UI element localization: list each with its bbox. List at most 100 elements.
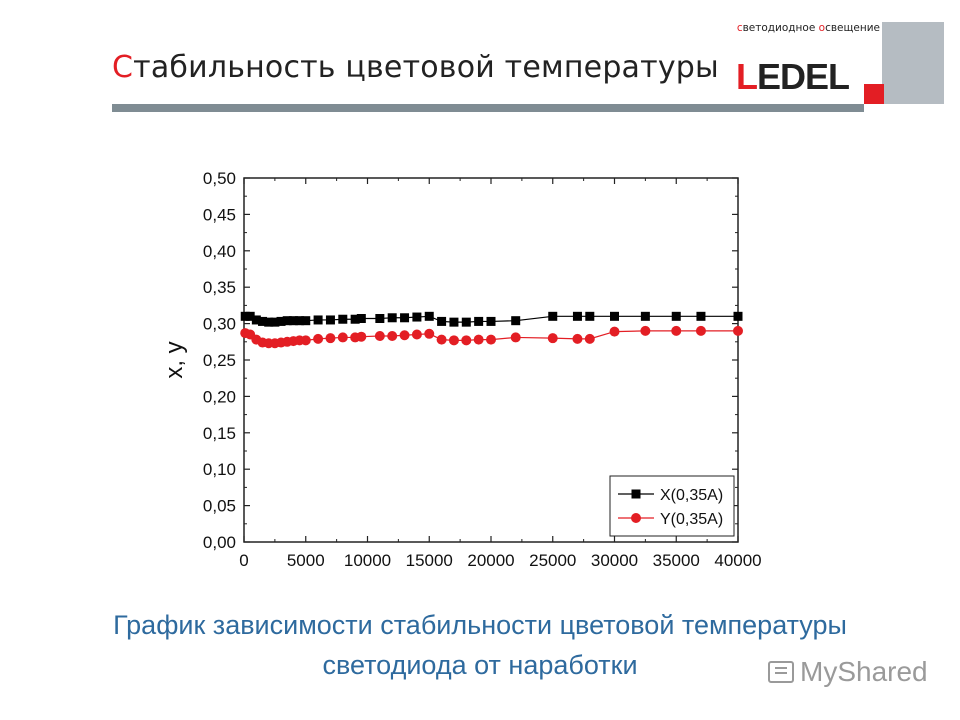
y-series-point: [486, 334, 496, 345]
x-tick-label: 30000: [591, 551, 638, 570]
legend-label-1: X(0,35A): [660, 487, 723, 504]
y-tick-label: 0,00: [203, 533, 236, 552]
logo-tagline: светодиодное освещение: [737, 22, 880, 34]
y-series-point: [436, 334, 447, 345]
x-series-point: [240, 311, 250, 321]
x-series-point: [301, 316, 311, 326]
x-series-point: [486, 316, 496, 326]
x-series-point: [338, 314, 348, 324]
presentation-icon: [768, 661, 794, 683]
logo-tagline-accent-1: с: [736, 22, 743, 34]
y-series-point: [387, 330, 398, 341]
y-tick-label: 0,45: [203, 205, 236, 224]
x-series-point: [270, 317, 280, 327]
x-tick-label: 5000: [287, 551, 325, 570]
x-series-point: [696, 311, 706, 321]
x-series-point: [264, 317, 274, 327]
y-series-point: [399, 330, 410, 341]
y-tick-label: 0,50: [203, 169, 236, 188]
x-series-point: [282, 316, 292, 326]
y-series-point: [313, 333, 324, 344]
y-tick-label: 0,10: [203, 460, 236, 479]
x-series-point: [251, 315, 261, 325]
x-series-point: [585, 311, 595, 321]
y-series-point: [356, 331, 367, 342]
y-series-point: [374, 330, 385, 341]
x-series-point: [276, 316, 286, 326]
x-tick-label: 40000: [714, 551, 761, 570]
x-series-point: [375, 314, 385, 324]
legend-label-2: Y(0,35A): [660, 511, 723, 528]
x-tick-label: 25000: [529, 551, 576, 570]
y-series-point: [325, 333, 336, 344]
x-series-point: [572, 311, 582, 321]
y-tick-label: 0,35: [203, 278, 236, 297]
x-tick-label: 15000: [406, 551, 453, 570]
x-series-point: [245, 311, 255, 321]
logo-tagline-mid: ветодиодное: [742, 22, 819, 34]
x-tick-label: 10000: [344, 551, 391, 570]
logo-wordmark-rest: EDEL: [757, 56, 850, 97]
x-series-point: [412, 312, 422, 322]
y-tick-label: 0,25: [203, 351, 236, 370]
y-tick-label: 0,15: [203, 424, 236, 443]
y-series-point: [572, 333, 583, 344]
x-series-point: [400, 313, 410, 323]
y-series-point: [473, 334, 484, 345]
logo-red-square: [864, 84, 884, 104]
page-title-rest: табильность цветовой температуры: [133, 50, 719, 85]
y-series-point: [584, 333, 595, 344]
y-series-point: [337, 332, 348, 343]
y-series-point: [411, 329, 422, 340]
title-divider: [112, 104, 864, 112]
y-series-point: [448, 335, 459, 346]
y-series-point: [461, 335, 472, 346]
x-series-point: [424, 311, 434, 321]
watermark-text: MyShared: [800, 656, 928, 687]
logo-tagline-accent-2: о: [818, 22, 826, 34]
x-series-point: [640, 311, 650, 321]
logo-wordmark: LEDEL: [736, 56, 850, 98]
x-tick-label: 35000: [653, 551, 700, 570]
x-series-point: [325, 315, 335, 325]
x-series-point: [356, 314, 366, 324]
x-series-point: [548, 311, 558, 321]
legend-marker-x: [631, 489, 641, 499]
logo-wordmark-first: L: [736, 56, 758, 97]
y-series-point: [510, 332, 521, 343]
x-series-point: [295, 316, 305, 326]
watermark: MyShared: [768, 656, 928, 688]
x-series-point: [474, 316, 484, 326]
logo-tagline-rest: свещение: [825, 22, 880, 34]
ledel-logo: светодиодное освещение LEDEL: [736, 22, 886, 112]
y-series-point: [424, 328, 435, 339]
x-series-point: [733, 311, 743, 321]
y-series-point: [640, 325, 651, 336]
page-title: Стабильность цветовой температуры: [112, 50, 719, 85]
x-series-point: [610, 311, 619, 321]
x-tick-label: 0: [239, 551, 248, 570]
y-tick-label: 0,20: [203, 387, 236, 406]
x-series-point: [461, 317, 471, 327]
logo-gray-square: [882, 22, 944, 104]
x-series-point: [671, 311, 681, 321]
x-series-point: [437, 316, 447, 326]
x-series-point: [288, 316, 298, 326]
x-series-point: [511, 316, 521, 326]
y-series-point: [695, 325, 706, 336]
legend-box: [609, 475, 735, 537]
x-series-point: [313, 315, 323, 325]
y-series-point: [733, 325, 743, 336]
x-tick-label: 20000: [467, 551, 514, 570]
y-series-point: [671, 325, 682, 336]
page-title-first-letter: С: [112, 50, 134, 85]
stability-chart: 0,00 0,05 0,10 0,15 0,20 0,25 0,30 0,35 0,40 0,45…: [161, 169, 762, 570]
legend-marker-y: [631, 513, 641, 523]
y-tick-label: 0,40: [203, 242, 236, 261]
x-series-point: [449, 317, 459, 327]
y-axis-label: x, y: [161, 341, 188, 378]
y-tick-label: 0,30: [203, 315, 236, 334]
x-series-point: [350, 314, 360, 324]
caption-line-1: График зависимости стабильности цветовой…: [113, 610, 847, 640]
x-series-point: [387, 313, 397, 323]
